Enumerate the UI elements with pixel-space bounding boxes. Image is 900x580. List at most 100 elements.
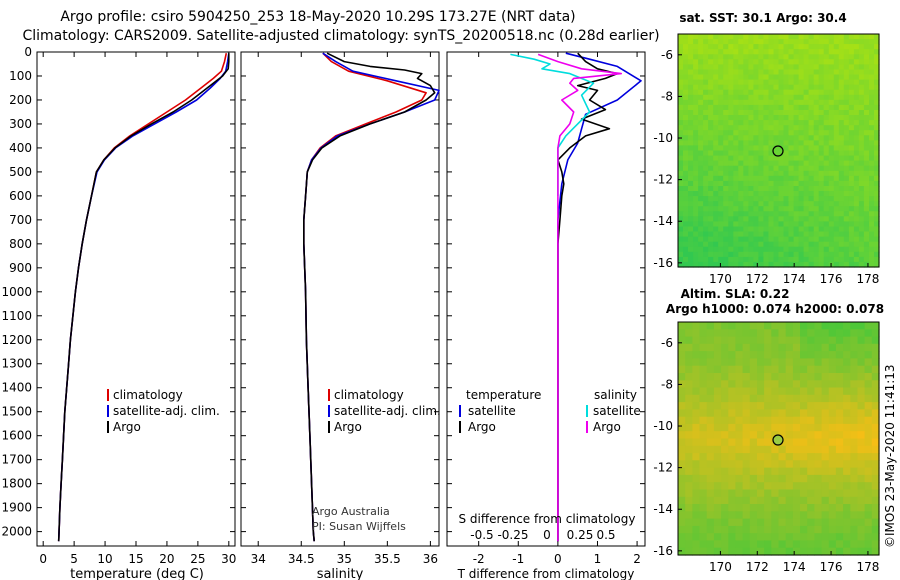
map-cell [821,358,830,367]
map-cell [728,438,737,447]
map-cell [703,221,709,228]
map-cell [749,511,758,520]
map-cell [703,64,709,71]
map-cell [800,518,808,527]
map-cell [738,236,744,243]
map-cell [771,533,780,542]
map-cell [723,180,729,187]
map-cell [833,170,840,177]
map-cell [763,115,769,121]
map-cell [758,231,764,238]
map-cell [742,518,751,527]
map-cell [792,438,801,447]
map-cell [718,59,724,65]
map-cell [785,438,794,447]
map-cell [783,115,790,121]
sla-map-lat-ticks: -6-8-10-12-14-16 [653,336,682,558]
map-cell [828,474,837,483]
map-cell [874,246,880,253]
map-cell [843,39,850,45]
lon-tick-label: 178 [856,560,879,574]
map-cell [828,453,837,461]
map-cell [783,256,790,263]
map-cell [828,351,837,359]
map-cell [853,175,860,182]
map-cell [813,241,820,248]
map-cell [753,150,759,157]
map-cell [778,460,787,469]
map-cell [728,115,734,121]
map-cell [778,110,785,116]
x-tick-label: 1 [594,552,602,566]
map-cell [793,54,800,60]
map-cell [863,206,870,212]
map-cell [783,104,790,111]
map-cell [838,44,845,50]
map-cell [853,155,860,162]
map-cell [808,175,815,182]
map-cell [833,231,840,238]
map-cell [814,394,823,403]
map-cell [743,261,749,268]
map-cell [735,336,744,345]
map-cell [843,125,850,131]
map-cell [823,175,830,182]
map-cell [713,74,719,81]
map-cell [688,196,694,202]
map-cell [818,246,825,253]
map-cell [871,453,880,461]
map-cell [699,467,708,476]
map-cell [708,49,714,55]
map-cell [803,246,810,253]
map-cell [871,394,880,403]
map-cell [833,99,840,106]
map-cell [693,99,699,106]
map-cell [678,467,686,476]
map-cell [698,221,704,228]
map-cell [858,115,865,121]
map-cell [743,226,749,233]
map-cell [678,216,684,222]
map-cell [828,322,837,330]
map-cell [863,120,870,126]
map-cell [768,69,775,76]
map-cell [757,343,765,352]
map-cell [788,201,795,207]
map-cell [853,241,860,248]
map-cell [818,34,825,40]
map-cell [773,110,780,116]
map-cell [863,39,870,45]
map-cell [773,120,780,126]
map-cell [728,34,734,40]
map-cell [778,236,785,243]
map-cell [733,226,739,233]
map-cell [848,206,855,212]
map-cell [703,125,709,131]
map-cell [863,44,870,50]
map-cell [678,329,686,338]
map-cell [853,89,860,96]
map-cell [763,231,769,238]
lon-tick-label: 170 [709,560,732,574]
map-cell [678,431,686,440]
map-cell [698,226,704,233]
map-cell [723,54,729,60]
map-cell [688,125,694,131]
map-cell [743,191,749,197]
map-cell [843,186,850,192]
map-cell [793,104,800,111]
map-cell [778,496,787,505]
map-cell [803,79,810,86]
map-cell [838,69,845,76]
map-cell [713,547,722,556]
map-cell [793,94,800,101]
map-cell [783,236,790,243]
difference-s-label: S difference from climatology [459,512,636,526]
map-cell [683,89,689,96]
map-cell [778,358,787,367]
map-cell [792,431,801,440]
map-cell [813,261,820,268]
map-cell [843,380,851,389]
map-cell [688,251,694,258]
map-cell [858,99,865,106]
